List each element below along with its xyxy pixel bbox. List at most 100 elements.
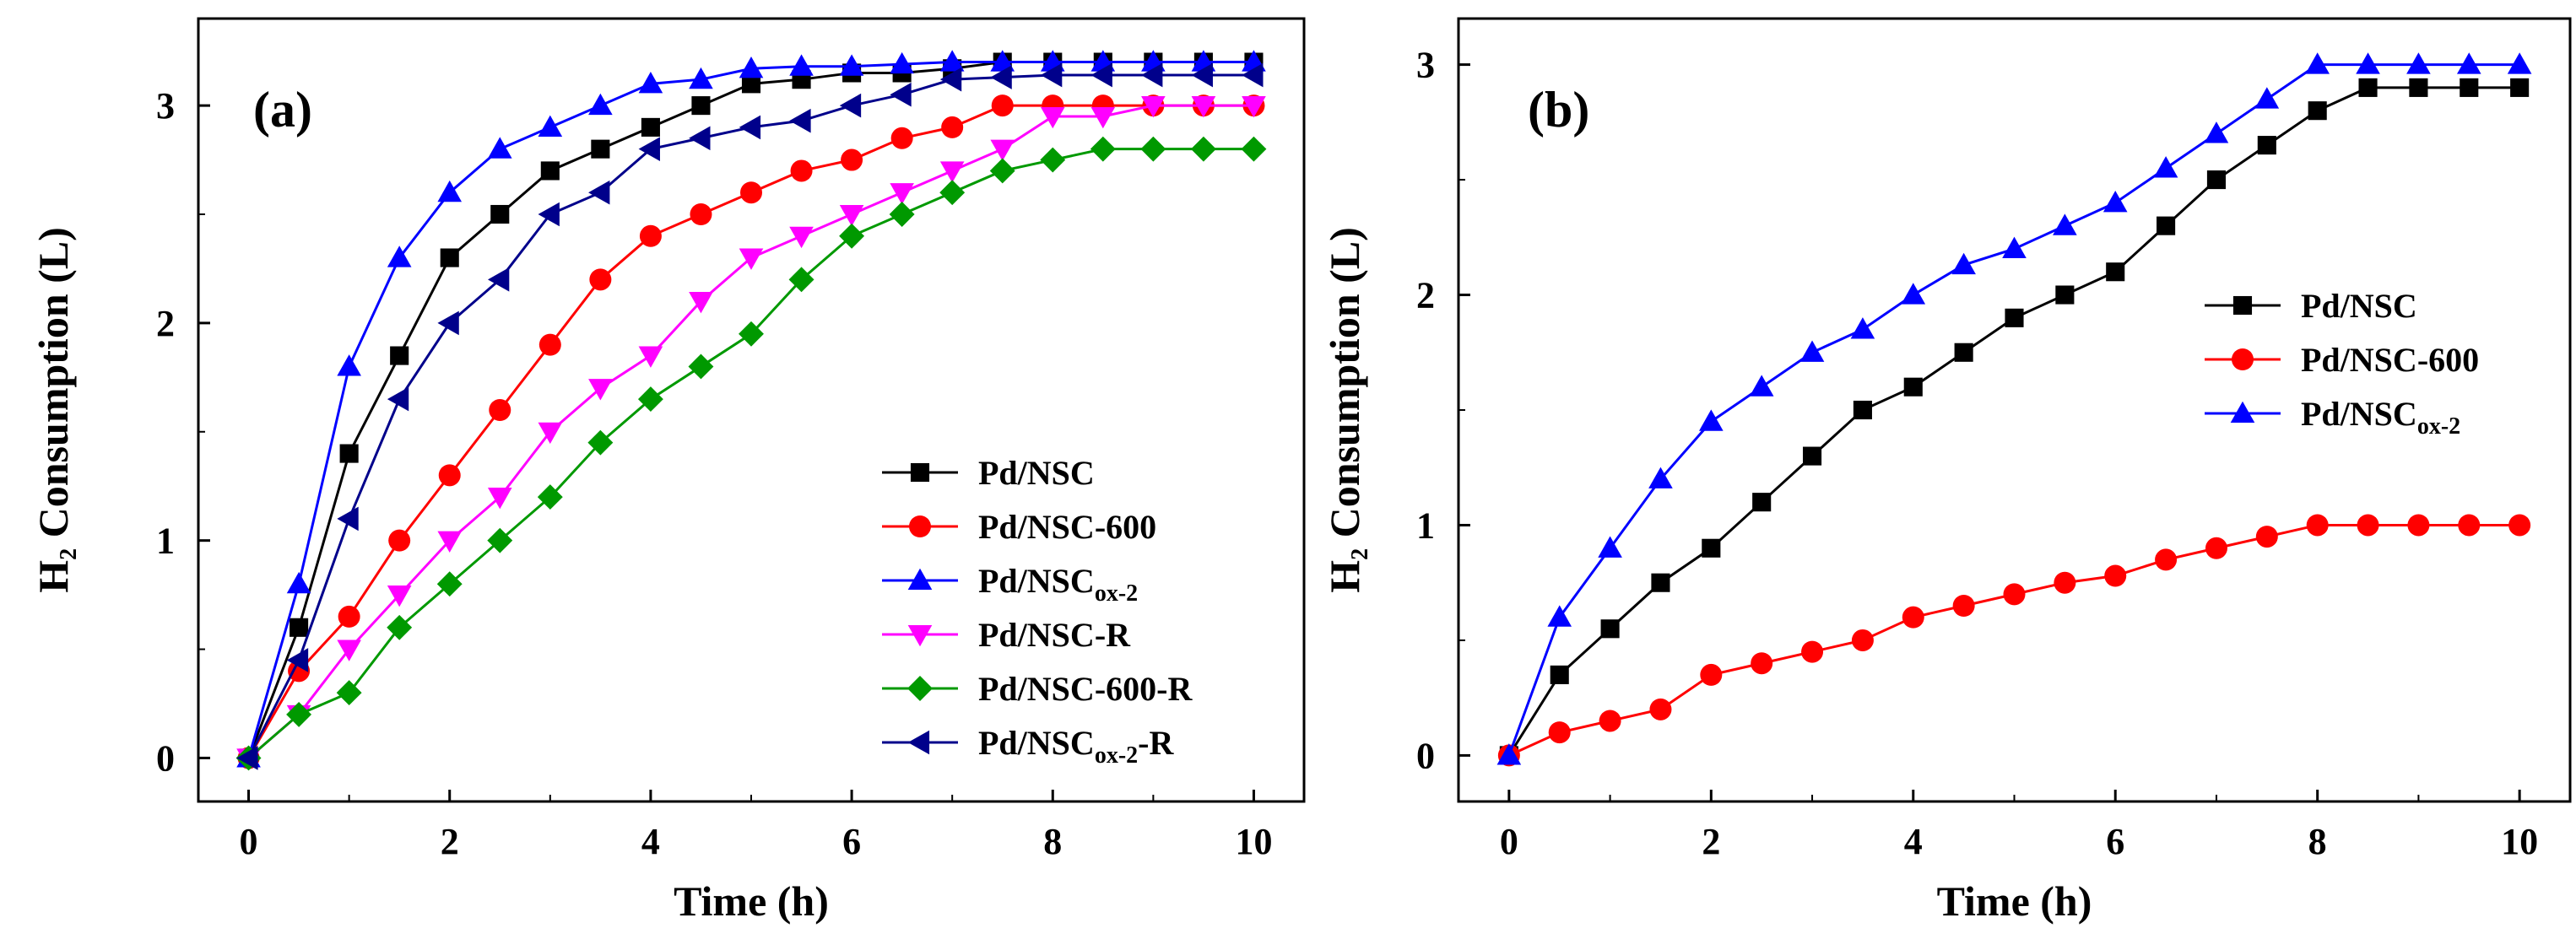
data-point [2106, 262, 2125, 282]
data-point [2255, 526, 2278, 548]
x-tick-label: 4 [1904, 821, 1923, 862]
data-point [1191, 62, 1213, 88]
data-point [2456, 52, 2481, 74]
series-1 [1497, 514, 2531, 767]
legend-marker [909, 515, 931, 537]
data-point [1850, 317, 1875, 339]
panel-label: (a) [253, 82, 312, 138]
data-point [1851, 629, 1874, 651]
data-point [436, 571, 463, 597]
legend-label: Pd/NSC [2301, 287, 2417, 325]
data-point [1749, 375, 1774, 397]
data-point [890, 183, 914, 205]
data-point [641, 117, 660, 137]
y-tick-label: 0 [1416, 735, 1435, 776]
x-tick-label: 2 [1702, 821, 1720, 862]
data-point [739, 56, 764, 78]
data-point [487, 488, 512, 510]
data-point [839, 54, 864, 76]
data-point [990, 65, 1012, 89]
data-point [437, 531, 463, 553]
data-point [1651, 573, 1670, 592]
x-tick-label: 0 [240, 821, 258, 862]
data-point [1954, 343, 1973, 362]
data-point [1547, 605, 1572, 627]
data-point [437, 310, 459, 336]
data-point [2308, 101, 2327, 121]
data-point [1191, 96, 1216, 118]
x-tick-label: 10 [1235, 821, 1272, 862]
data-point [2206, 170, 2227, 190]
x-axis-title: Time (h) [1937, 877, 2092, 925]
data-point [588, 180, 610, 205]
data-point [2407, 514, 2430, 537]
legend-marker [2232, 295, 2253, 316]
data-point [638, 72, 663, 94]
panel-b-chart: 0 2 4 6 8 10 0 1 2 3 Time (h) H2 Consumption (L) (b)… [1321, 17, 2572, 925]
x-tick-label: 2 [441, 821, 459, 862]
data-point [387, 586, 412, 607]
data-point [839, 204, 864, 227]
data-point [390, 346, 409, 365]
data-point [1090, 136, 1116, 162]
panel-label: (b) [1528, 82, 1589, 138]
data-point [638, 137, 660, 161]
series-0 [1499, 78, 2530, 765]
data-point [1700, 663, 1723, 686]
data-point [2153, 156, 2178, 178]
data-point [689, 126, 711, 151]
data-point [1801, 640, 1824, 663]
data-point [989, 158, 1015, 184]
data-point [841, 148, 863, 171]
data-point [990, 50, 1015, 72]
data-point [2507, 52, 2532, 74]
data-point [991, 94, 1014, 117]
series-line [247, 148, 1254, 759]
legend-marker [2232, 348, 2254, 370]
data-point [387, 614, 413, 640]
data-point [689, 67, 713, 89]
data-point [637, 386, 663, 413]
data-point [889, 202, 915, 227]
data-point [438, 464, 461, 487]
data-point [1799, 340, 1825, 362]
data-point [2357, 514, 2379, 537]
data-point [538, 115, 563, 137]
data-point [1140, 136, 1166, 162]
x-tick-label: 8 [2308, 821, 2327, 862]
y-tick-label: 3 [156, 85, 175, 127]
data-point [691, 96, 711, 116]
data-point [741, 74, 761, 94]
data-point [1242, 96, 1266, 118]
data-point [489, 399, 511, 421]
data-point [589, 268, 612, 291]
data-point [1752, 493, 1772, 512]
data-point [1548, 721, 1571, 744]
data-point [1599, 710, 1621, 732]
data-point [1902, 606, 1924, 629]
data-point [2054, 571, 2076, 594]
data-point [788, 267, 814, 293]
data-point [689, 292, 713, 314]
data-point [588, 379, 613, 401]
data-point [1040, 62, 1063, 88]
data-point [2003, 583, 2026, 606]
data-point [789, 54, 814, 76]
data-point [839, 223, 865, 249]
data-point [387, 246, 412, 267]
data-point [490, 204, 510, 224]
legend-marker [907, 568, 933, 591]
data-point [1901, 283, 1926, 305]
data-point [387, 386, 409, 412]
data-point [1952, 595, 1975, 617]
data-point [2306, 514, 2329, 537]
x-tick-label: 6 [842, 821, 861, 862]
legend-label: Pd/NSC-600 [978, 508, 1156, 546]
data-point [789, 226, 814, 249]
data-point [789, 108, 811, 133]
data-point [388, 529, 411, 552]
legend: Pd/NSC Pd/NSC-600 Pd/NSCox-2 Pd/NSC-R Pd/NSC… [882, 454, 1193, 769]
data-point [286, 648, 309, 672]
y-tick-label: 2 [1416, 275, 1435, 316]
data-point [939, 180, 966, 206]
